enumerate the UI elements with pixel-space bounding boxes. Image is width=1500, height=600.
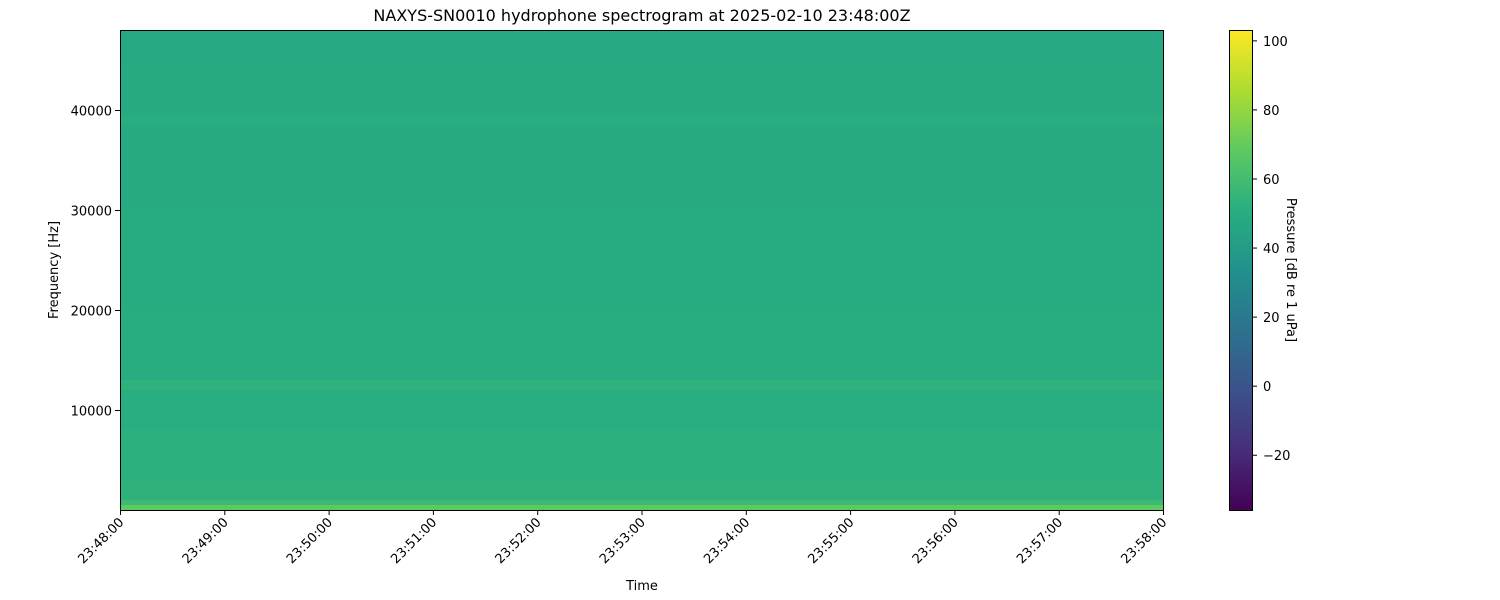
- heatmap-band: [120, 310, 1163, 380]
- x-axis-label: Time: [625, 579, 658, 594]
- colorbar-tick-label: 60: [1263, 173, 1280, 188]
- x-tick-label: 23:57:00: [1014, 515, 1066, 567]
- heatmap-band: [120, 60, 1163, 115]
- y-tick-label: 20000: [71, 305, 112, 320]
- x-tick-label: 23:49:00: [180, 515, 232, 567]
- colorbar-tick-label: 40: [1263, 242, 1280, 257]
- heatmap-band: [120, 480, 1163, 500]
- y-axis: 10000 20000 30000 40000: [71, 105, 120, 420]
- y-tick-label: 10000: [71, 405, 112, 420]
- colorbar-tick-label: 100: [1263, 35, 1288, 50]
- heatmap-band: [120, 430, 1163, 480]
- x-axis: 23:48:00 23:49:00 23:50:00 23:51:00 23:52:00…: [75, 510, 1170, 567]
- y-tick-label: 30000: [71, 205, 112, 220]
- colorbar: [1229, 30, 1253, 511]
- heatmap-band: [120, 125, 1163, 210]
- colorbar-tick-label: 0: [1263, 380, 1271, 395]
- x-tick-label: 23:53:00: [597, 515, 649, 567]
- heatmap-band: [120, 380, 1163, 390]
- heatmap-band: [120, 30, 1163, 60]
- x-tick-label: 23:52:00: [493, 515, 545, 567]
- y-tick-label: 40000: [71, 105, 112, 120]
- y-axis-label: Frequency [Hz]: [47, 221, 62, 319]
- colorbar-label: Pressure [dB re 1 uPa]: [1283, 198, 1298, 342]
- colorbar-tick-label: 80: [1263, 104, 1280, 119]
- x-tick-label: 23:51:00: [388, 515, 440, 567]
- colorbar-tick-label: −20: [1263, 449, 1290, 464]
- x-tick-label: 23:58:00: [1118, 515, 1170, 567]
- heatmap-band: [120, 500, 1163, 505]
- x-tick-label: 23:55:00: [806, 515, 858, 567]
- chart-title: NAXYS-SN0010 hydrophone spectrogram at 2…: [373, 6, 910, 25]
- heatmap-band: [120, 505, 1163, 510]
- colorbar-tick-label: 20: [1263, 311, 1280, 326]
- x-tick-label: 23:50:00: [284, 515, 336, 567]
- x-tick-label: 23:54:00: [701, 515, 753, 567]
- x-tick-label: 23:48:00: [75, 515, 127, 567]
- heatmap-band: [120, 210, 1163, 310]
- heatmap-band: [120, 390, 1163, 430]
- x-tick-label: 23:56:00: [910, 515, 962, 567]
- colorbar-axis: −20 0 20 40 60 80 100: [1252, 35, 1290, 464]
- heatmap-band: [120, 115, 1163, 125]
- heatmap-cells: [120, 30, 1163, 510]
